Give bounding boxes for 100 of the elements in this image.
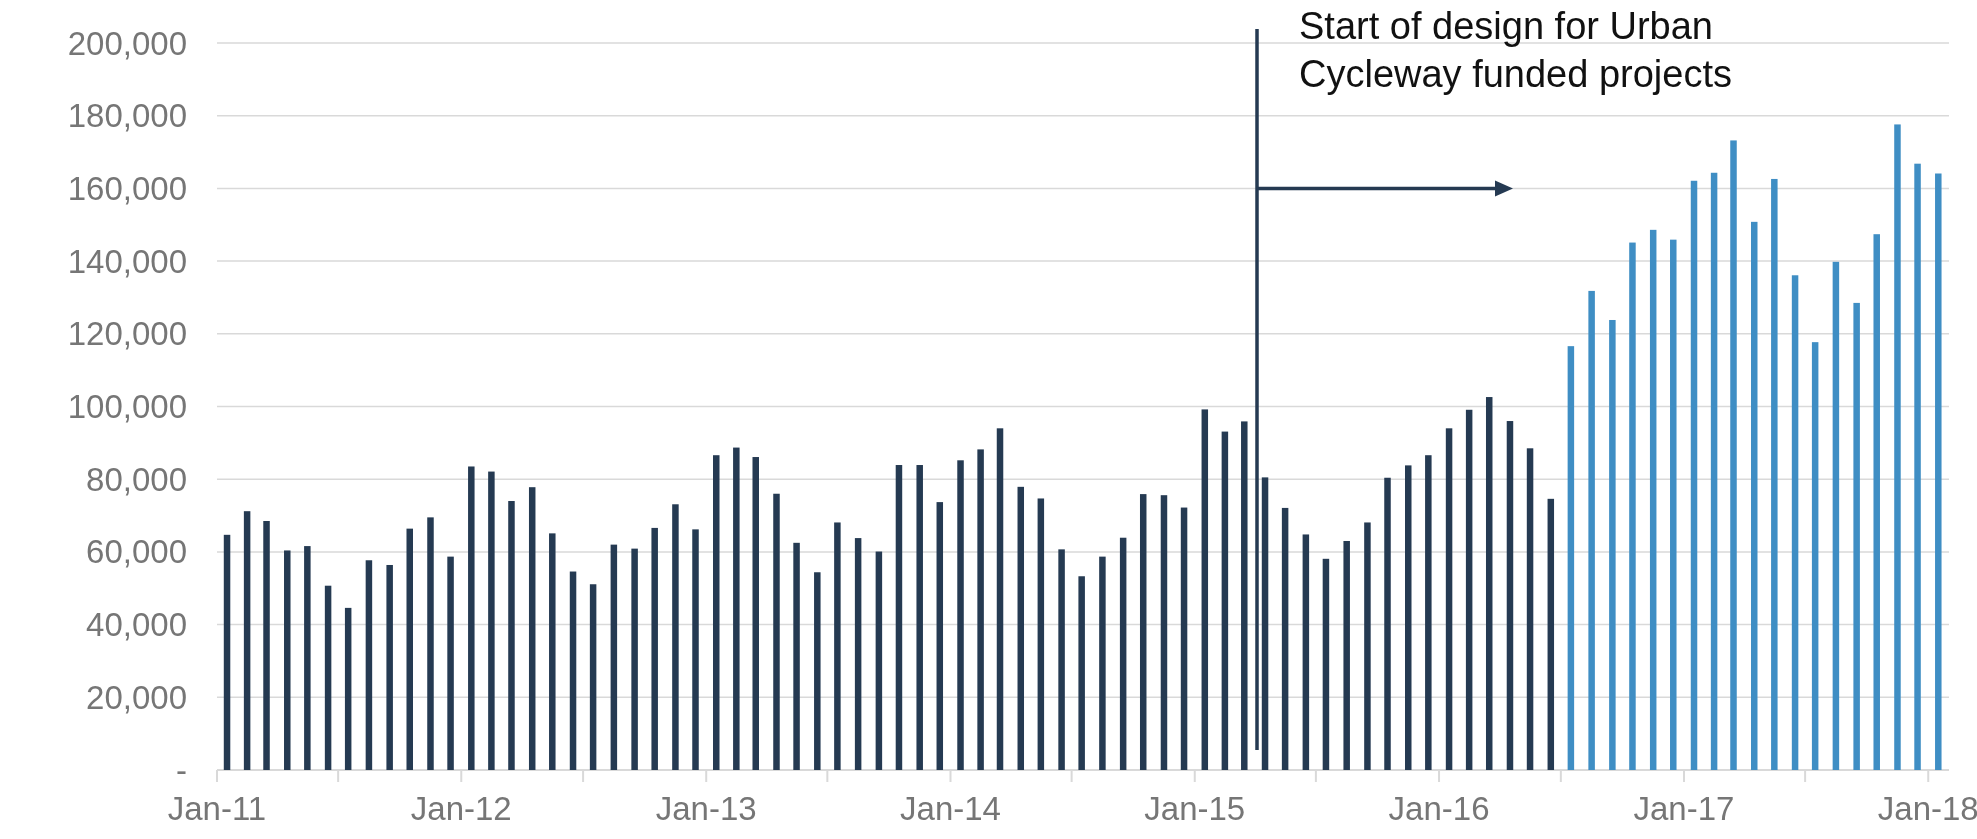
bar [386, 564, 393, 770]
bar [1281, 507, 1289, 770]
bar [1506, 421, 1514, 770]
ref-line-label: Start of design for Urban Cycleway funded projects [1299, 5, 1732, 95]
bar [223, 534, 231, 770]
y-tick-label: - [176, 751, 187, 789]
x-tick-label: Jan-12 [410, 790, 512, 827]
bar [1405, 465, 1412, 770]
bar [365, 560, 373, 770]
bar [814, 572, 821, 770]
bar [1485, 397, 1493, 770]
bar [1629, 242, 1636, 770]
bar [1119, 537, 1127, 770]
y-tick-label: 120,000 [67, 315, 187, 353]
bar [488, 471, 495, 770]
bar [324, 585, 332, 770]
bar [1567, 346, 1575, 770]
x-tick-label: Jan-16 [1388, 790, 1490, 827]
bar [263, 521, 270, 770]
bar [1853, 302, 1860, 770]
bar [895, 465, 903, 770]
bar [1649, 229, 1657, 770]
bar [1771, 178, 1778, 770]
bar [1710, 172, 1718, 770]
y-tick-label: 80,000 [86, 460, 187, 498]
bar [589, 584, 597, 770]
bar [1914, 163, 1921, 770]
bar [875, 551, 883, 770]
bar [1343, 541, 1350, 770]
bar [1037, 498, 1045, 770]
bar [1935, 173, 1942, 770]
bar [1873, 234, 1880, 770]
bar [916, 465, 923, 770]
y-tick-label: 20,000 [86, 678, 187, 716]
bar [406, 528, 413, 770]
bar [1384, 477, 1391, 770]
bar [1322, 558, 1330, 770]
bar [1139, 494, 1147, 770]
bar [1445, 428, 1453, 770]
bar [1221, 431, 1229, 770]
y-tick-label: 60,000 [86, 533, 187, 571]
bar [1894, 124, 1901, 770]
y-tick-label: 140,000 [67, 242, 187, 280]
bar [1180, 507, 1188, 770]
bar [284, 550, 291, 770]
bar [1261, 477, 1269, 770]
bar [344, 607, 352, 770]
bar [1302, 534, 1310, 770]
bar [733, 447, 740, 770]
bar [1730, 140, 1737, 770]
bar [977, 449, 984, 770]
bar [549, 533, 556, 770]
bar [1690, 180, 1698, 770]
bar [631, 548, 638, 770]
bar [427, 517, 434, 770]
x-tick-label: Jan-15 [1144, 790, 1246, 827]
bar [692, 529, 699, 770]
bar [996, 428, 1004, 770]
x-tick-label: Jan-14 [900, 790, 1001, 827]
x-tick-label: Jan-13 [655, 790, 757, 827]
bar [569, 571, 577, 770]
y-tick-label: 180,000 [67, 97, 187, 135]
bar [1832, 261, 1840, 770]
bar [1811, 342, 1819, 770]
bar [936, 502, 944, 770]
x-tick-label: Jan-18 [1877, 790, 1977, 827]
bar [1465, 409, 1473, 770]
bar [752, 457, 759, 770]
x-tick-label: Jan-17 [1633, 790, 1735, 827]
bar [1160, 495, 1168, 770]
bar [304, 546, 311, 770]
bar [854, 538, 862, 770]
bar [610, 544, 618, 770]
y-tick-label: 100,000 [67, 388, 187, 426]
bar [1364, 522, 1371, 770]
bar [672, 504, 679, 770]
bar [1588, 290, 1595, 770]
bar [1058, 549, 1065, 770]
bar [1017, 486, 1025, 770]
bar [1791, 275, 1799, 770]
bar [1201, 409, 1209, 770]
bar [834, 522, 841, 770]
bar [773, 493, 780, 770]
bar [1099, 556, 1106, 770]
bar [713, 455, 720, 770]
y-tick-label: 160,000 [67, 169, 187, 207]
bar [447, 556, 454, 770]
bar [468, 466, 475, 770]
bar [651, 527, 658, 770]
y-tick-label: 200,000 [67, 24, 187, 62]
bar [243, 511, 251, 770]
bar [1526, 448, 1534, 770]
bar [793, 542, 800, 770]
bar [1609, 319, 1616, 770]
bar [1241, 421, 1248, 770]
bar [1078, 576, 1085, 770]
bar [1751, 221, 1758, 770]
bar [528, 487, 536, 770]
bar [508, 501, 515, 770]
bar [1425, 455, 1432, 770]
